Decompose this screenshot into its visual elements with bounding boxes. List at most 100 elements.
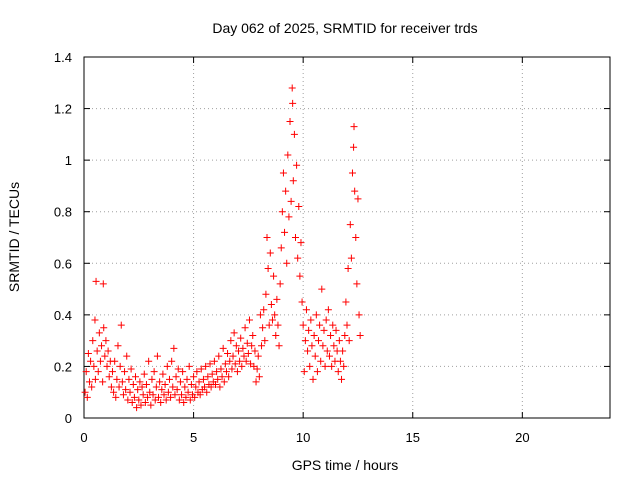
- data-point: [168, 357, 176, 365]
- data-point: [320, 326, 328, 334]
- data-point: [190, 373, 198, 381]
- data-point: [91, 316, 99, 324]
- data-point: [328, 362, 336, 370]
- data-point: [304, 347, 312, 355]
- data-point: [119, 391, 127, 399]
- data-point: [272, 331, 280, 339]
- data-point: [225, 373, 233, 381]
- data-point: [282, 187, 290, 195]
- data-point: [281, 228, 289, 236]
- data-point: [245, 316, 253, 324]
- data-point: [204, 373, 212, 381]
- y-tick-label: 1: [65, 153, 72, 168]
- data-point: [185, 362, 193, 370]
- data-point: [318, 285, 326, 293]
- axis-ticks: 0 5 10 15 20 0 0.2 0.4 0.6 0.8 1 1.2 1.4: [54, 50, 610, 445]
- data-point: [356, 331, 364, 339]
- y-tick-label: 0.6: [54, 256, 72, 271]
- data-point: [238, 362, 246, 370]
- data-point: [324, 306, 332, 314]
- data-point: [259, 324, 267, 332]
- data-point: [290, 130, 298, 138]
- data-point: [208, 370, 216, 378]
- data-point: [302, 306, 310, 314]
- data-point: [258, 342, 266, 350]
- data-point: [310, 331, 318, 339]
- data-point: [244, 350, 252, 358]
- data-point: [132, 373, 140, 381]
- data-point: [249, 331, 257, 339]
- data-point: [130, 393, 138, 401]
- data-point: [230, 329, 238, 337]
- data-point: [307, 316, 315, 324]
- data-point: [133, 404, 141, 412]
- data-point: [191, 393, 199, 401]
- data-point: [253, 365, 261, 373]
- data-point: [147, 401, 155, 409]
- data-point: [289, 99, 297, 107]
- data-point: [321, 362, 329, 370]
- data-point: [159, 370, 167, 378]
- data-point: [161, 380, 169, 388]
- data-point: [203, 388, 211, 396]
- data-point: [248, 342, 256, 350]
- data-point: [157, 399, 165, 407]
- data-point: [153, 352, 161, 360]
- data-point: [241, 324, 249, 332]
- data-point: [350, 123, 358, 131]
- data-point: [88, 383, 96, 391]
- data-point: [294, 254, 302, 262]
- data-point: [135, 396, 143, 404]
- data-point: [295, 203, 303, 211]
- data-point: [89, 337, 97, 345]
- data-point: [260, 306, 268, 314]
- data-point: [138, 383, 146, 391]
- data-point: [263, 234, 271, 241]
- data-point: [343, 321, 351, 329]
- data-point: [114, 342, 122, 350]
- data-point: [149, 391, 157, 399]
- data-point: [313, 368, 321, 376]
- data-point: [140, 370, 148, 378]
- data-point: [113, 375, 121, 383]
- data-point: [291, 234, 299, 241]
- data-point: [122, 386, 130, 394]
- data-point: [219, 344, 227, 352]
- data-point: [95, 329, 103, 337]
- data-point: [82, 368, 90, 376]
- data-point: [355, 311, 363, 319]
- y-tick-label: 1.2: [54, 102, 72, 117]
- data-point: [308, 342, 316, 350]
- data-point: [329, 321, 337, 329]
- data-point: [104, 347, 112, 355]
- data-point: [344, 264, 352, 272]
- data-point: [312, 311, 320, 319]
- data-point: [268, 316, 276, 324]
- data-point: [105, 373, 113, 381]
- data-point: [251, 347, 259, 355]
- plot-frame: [83, 56, 611, 419]
- data-point: [164, 388, 172, 396]
- data-point: [276, 280, 284, 288]
- data-point: [353, 280, 361, 288]
- y-tick-label: 0.4: [54, 308, 72, 323]
- data-point: [212, 380, 219, 388]
- data-point: [136, 378, 144, 386]
- data-point: [305, 326, 313, 334]
- data-point: [330, 342, 338, 350]
- data-point: [169, 383, 177, 391]
- data-point: [323, 347, 331, 355]
- data-point: [127, 365, 135, 373]
- data-point: [242, 357, 250, 365]
- data-point: [266, 249, 274, 257]
- data-point: [265, 321, 273, 329]
- data-point: [336, 357, 344, 365]
- data-point: [101, 352, 109, 360]
- data-point: [261, 337, 269, 345]
- data-point: [235, 347, 243, 355]
- data-point: [155, 393, 163, 401]
- data-point: [227, 337, 235, 345]
- data-point: [110, 388, 118, 396]
- y-axis-label: SRMTID / TECUs: [6, 182, 22, 292]
